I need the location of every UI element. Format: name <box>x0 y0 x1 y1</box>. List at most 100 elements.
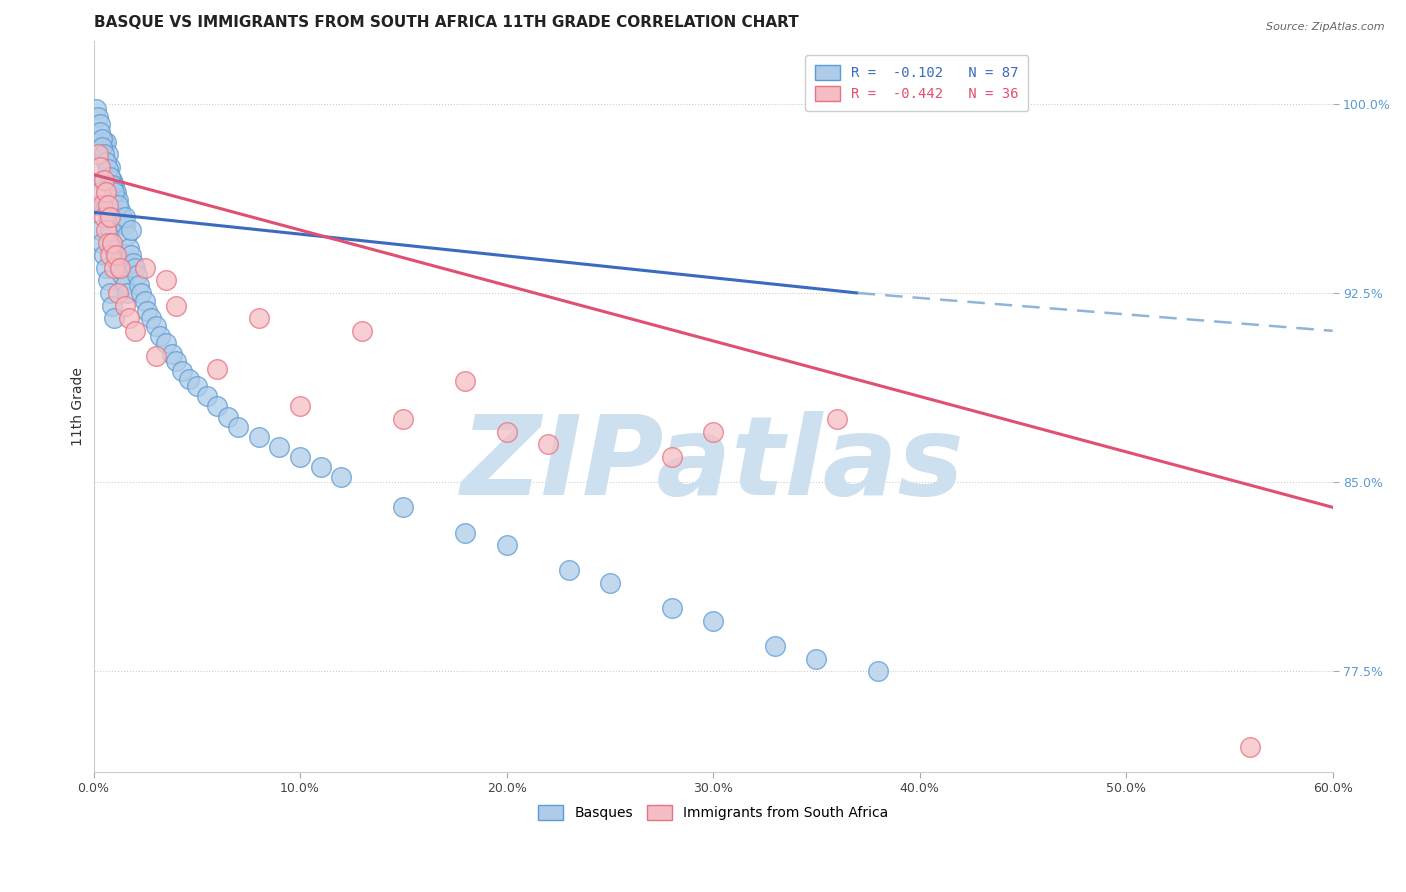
Point <box>226 419 249 434</box>
Point <box>352 324 374 338</box>
Point <box>186 379 208 393</box>
Point <box>125 268 148 283</box>
Point <box>98 223 121 237</box>
Point <box>94 185 117 199</box>
Point <box>94 223 117 237</box>
Point <box>207 400 229 414</box>
Text: Source: ZipAtlas.com: Source: ZipAtlas.com <box>1267 22 1385 32</box>
Point <box>868 664 890 678</box>
Point <box>129 285 152 300</box>
Point <box>702 614 724 628</box>
Point <box>495 538 517 552</box>
Point <box>105 185 128 199</box>
Point <box>702 425 724 439</box>
Point <box>101 172 124 186</box>
Point <box>136 303 159 318</box>
Point <box>97 162 120 177</box>
Point <box>134 293 156 308</box>
Point <box>93 172 115 186</box>
Text: BASQUE VS IMMIGRANTS FROM SOUTH AFRICA 11TH GRADE CORRELATION CHART: BASQUE VS IMMIGRANTS FROM SOUTH AFRICA 1… <box>94 15 799 30</box>
Point <box>141 311 163 326</box>
Point <box>105 248 128 262</box>
Point <box>89 147 111 161</box>
Point <box>134 260 156 275</box>
Point <box>114 299 136 313</box>
Point <box>93 248 115 262</box>
Point <box>103 260 125 275</box>
Point <box>557 563 579 577</box>
Point <box>115 285 138 300</box>
Point <box>120 248 142 262</box>
Point <box>288 400 311 414</box>
Point <box>89 185 111 199</box>
Point <box>97 211 120 225</box>
Point <box>806 651 828 665</box>
Legend: Basques, Immigrants from South Africa: Basques, Immigrants from South Africa <box>531 798 896 827</box>
Point <box>177 372 200 386</box>
Point <box>89 117 111 131</box>
Point <box>97 198 120 212</box>
Point <box>120 223 142 237</box>
Point <box>495 425 517 439</box>
Point <box>93 135 115 149</box>
Point <box>86 110 108 124</box>
Point <box>89 223 111 237</box>
Point <box>98 169 121 184</box>
Point <box>454 525 477 540</box>
Point <box>107 198 129 212</box>
Point <box>115 227 138 242</box>
Point <box>825 412 848 426</box>
Y-axis label: 11th Grade: 11th Grade <box>72 367 86 446</box>
Point <box>160 346 183 360</box>
Point <box>165 354 187 368</box>
Point <box>111 268 134 283</box>
Point <box>128 278 150 293</box>
Point <box>97 147 120 161</box>
Point <box>98 285 121 300</box>
Point <box>155 336 177 351</box>
Point <box>217 409 239 424</box>
Point <box>101 235 124 250</box>
Point <box>661 601 683 615</box>
Text: ZIPatlas: ZIPatlas <box>461 411 965 518</box>
Point <box>247 430 270 444</box>
Point <box>392 412 415 426</box>
Point <box>392 500 415 515</box>
Point <box>537 437 560 451</box>
Point <box>165 299 187 313</box>
Point <box>107 256 129 270</box>
Point <box>247 311 270 326</box>
Point <box>94 198 117 212</box>
Point <box>288 450 311 464</box>
Point <box>98 248 121 262</box>
Point <box>97 273 120 287</box>
Point <box>309 460 332 475</box>
Point <box>103 243 125 257</box>
Point <box>149 329 172 343</box>
Point <box>107 285 129 300</box>
Point <box>124 324 146 338</box>
Point <box>103 311 125 326</box>
Point <box>110 260 132 275</box>
Point <box>97 235 120 250</box>
Point <box>172 364 194 378</box>
Point <box>90 140 112 154</box>
Point <box>86 198 108 212</box>
Point <box>94 155 117 169</box>
Point <box>103 185 125 199</box>
Point <box>90 172 112 186</box>
Point <box>599 576 621 591</box>
Point <box>110 202 132 217</box>
Point <box>90 132 112 146</box>
Point <box>118 241 141 255</box>
Point <box>94 135 117 149</box>
Point <box>101 235 124 250</box>
Point <box>93 198 115 212</box>
Point <box>195 389 218 403</box>
Point <box>155 273 177 287</box>
Point <box>89 160 111 174</box>
Point <box>114 218 136 232</box>
Point <box>1239 739 1261 754</box>
Point <box>93 211 115 225</box>
Point <box>105 248 128 262</box>
